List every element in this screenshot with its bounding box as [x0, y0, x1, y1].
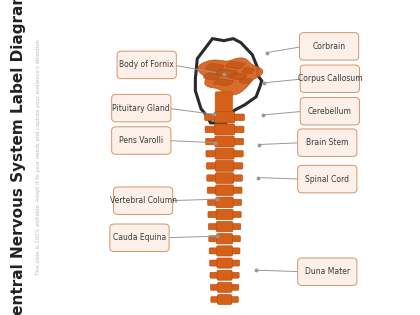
FancyBboxPatch shape: [300, 65, 360, 93]
FancyBboxPatch shape: [215, 92, 233, 117]
Polygon shape: [206, 63, 224, 71]
FancyBboxPatch shape: [229, 296, 239, 302]
FancyBboxPatch shape: [218, 295, 232, 304]
Text: Spinal Cord: Spinal Cord: [305, 175, 349, 184]
Text: This slide is 100% editable. Adapt it to your needs and capture your audience's : This slide is 100% editable. Adapt it to…: [36, 40, 41, 275]
FancyBboxPatch shape: [300, 97, 360, 125]
FancyBboxPatch shape: [113, 187, 173, 215]
Text: Pens Varolli: Pens Varolli: [119, 136, 163, 145]
FancyBboxPatch shape: [206, 151, 218, 157]
FancyBboxPatch shape: [205, 126, 217, 133]
FancyBboxPatch shape: [298, 129, 357, 157]
FancyBboxPatch shape: [298, 258, 357, 285]
Text: Central Nervous System Label Diagram: Central Nervous System Label Diagram: [11, 0, 26, 315]
Polygon shape: [214, 79, 234, 85]
FancyBboxPatch shape: [207, 175, 218, 181]
FancyBboxPatch shape: [215, 148, 234, 159]
FancyBboxPatch shape: [215, 112, 235, 123]
FancyBboxPatch shape: [215, 136, 234, 147]
FancyBboxPatch shape: [231, 199, 241, 205]
FancyBboxPatch shape: [208, 211, 219, 218]
FancyBboxPatch shape: [230, 260, 239, 266]
FancyBboxPatch shape: [216, 209, 233, 220]
Text: Cerebellum: Cerebellum: [308, 107, 352, 116]
FancyBboxPatch shape: [232, 138, 244, 145]
FancyBboxPatch shape: [232, 126, 244, 133]
FancyBboxPatch shape: [110, 224, 169, 251]
Text: Vertebral Column: Vertebral Column: [110, 196, 176, 205]
FancyBboxPatch shape: [229, 284, 239, 290]
FancyBboxPatch shape: [215, 124, 234, 135]
FancyBboxPatch shape: [207, 199, 218, 205]
FancyBboxPatch shape: [230, 236, 240, 242]
Polygon shape: [198, 58, 263, 95]
FancyBboxPatch shape: [231, 211, 241, 218]
FancyBboxPatch shape: [232, 114, 244, 121]
FancyBboxPatch shape: [230, 272, 239, 278]
FancyBboxPatch shape: [217, 258, 232, 268]
FancyBboxPatch shape: [210, 272, 220, 278]
FancyBboxPatch shape: [299, 33, 359, 60]
FancyBboxPatch shape: [112, 94, 171, 122]
Polygon shape: [242, 67, 255, 74]
FancyBboxPatch shape: [208, 224, 219, 230]
FancyBboxPatch shape: [230, 248, 240, 254]
Polygon shape: [203, 73, 221, 80]
FancyBboxPatch shape: [210, 260, 219, 266]
FancyBboxPatch shape: [231, 175, 242, 181]
FancyBboxPatch shape: [216, 185, 234, 196]
FancyBboxPatch shape: [205, 114, 217, 121]
FancyBboxPatch shape: [216, 234, 233, 244]
Text: Body of Fornix: Body of Fornix: [119, 60, 174, 69]
Text: Corbrain: Corbrain: [312, 42, 346, 51]
FancyBboxPatch shape: [207, 187, 218, 193]
FancyBboxPatch shape: [215, 173, 234, 183]
FancyBboxPatch shape: [117, 51, 176, 79]
FancyBboxPatch shape: [210, 284, 220, 290]
FancyBboxPatch shape: [216, 221, 233, 232]
FancyBboxPatch shape: [298, 165, 357, 193]
FancyBboxPatch shape: [211, 296, 220, 302]
FancyBboxPatch shape: [112, 127, 171, 154]
Text: Brain Stem: Brain Stem: [306, 138, 349, 147]
FancyBboxPatch shape: [206, 163, 218, 169]
FancyBboxPatch shape: [209, 236, 219, 242]
Text: Duna Mater: Duna Mater: [305, 267, 350, 276]
FancyBboxPatch shape: [217, 283, 232, 292]
FancyBboxPatch shape: [230, 224, 241, 230]
Text: Pituitary Gland: Pituitary Gland: [113, 104, 170, 112]
Polygon shape: [226, 62, 245, 69]
Polygon shape: [216, 69, 237, 77]
FancyBboxPatch shape: [217, 246, 232, 256]
FancyBboxPatch shape: [216, 197, 233, 208]
Polygon shape: [230, 73, 247, 80]
FancyBboxPatch shape: [231, 187, 242, 193]
FancyBboxPatch shape: [209, 248, 219, 254]
FancyBboxPatch shape: [205, 138, 218, 145]
FancyBboxPatch shape: [215, 161, 234, 171]
FancyBboxPatch shape: [231, 163, 243, 169]
Text: Corpus Callosum: Corpus Callosum: [297, 74, 362, 83]
FancyBboxPatch shape: [217, 270, 232, 280]
Text: Cauda Equina: Cauda Equina: [113, 233, 166, 242]
Polygon shape: [239, 78, 253, 84]
FancyBboxPatch shape: [231, 151, 243, 157]
